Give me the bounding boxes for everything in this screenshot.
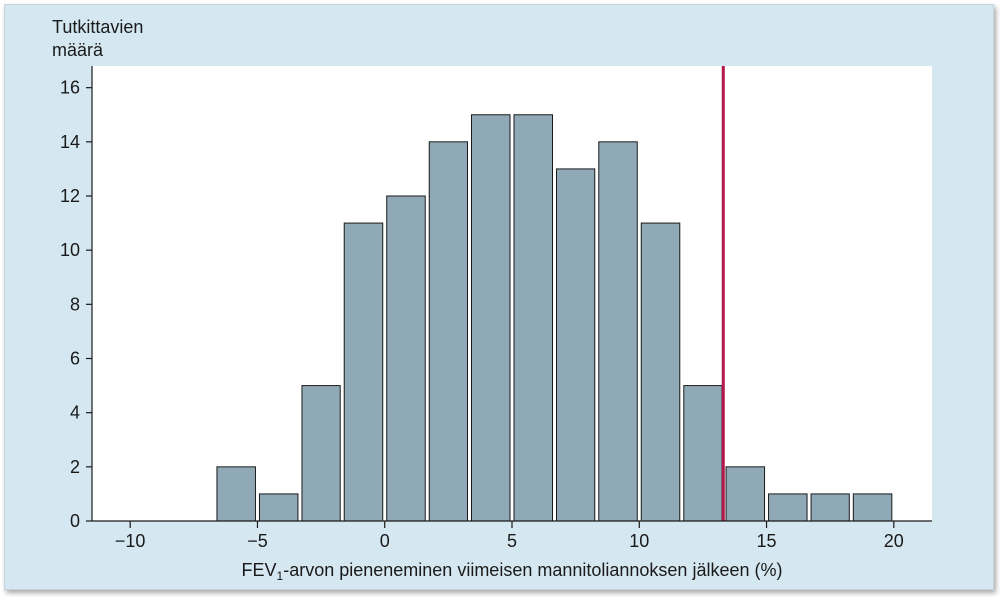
histogram-bar-2: [216, 466, 256, 522]
y-tick-label: 6: [70, 349, 80, 369]
histogram-bar-10: [556, 168, 596, 522]
bars-group: [216, 114, 893, 522]
y-tick-label: 8: [70, 294, 80, 314]
y-tick-label: 0: [70, 511, 80, 531]
histogram-bar-9: [513, 114, 554, 522]
x-axis-label-part-1: FEV: [242, 560, 277, 580]
y-tick-label: 4: [70, 403, 80, 423]
y-tick-label: 12: [60, 186, 80, 206]
x-tick-label: 5: [507, 531, 517, 551]
y-tick-label: 2: [70, 457, 80, 477]
histogram-bar-4: [301, 385, 341, 522]
x-tick-label: 20: [884, 531, 904, 551]
histogram-bar-17: [852, 493, 893, 522]
x-tick-label: −10: [115, 531, 146, 551]
histogram-bar-3: [258, 493, 299, 522]
histogram-bar-5: [343, 222, 384, 522]
histogram-bar-16: [810, 493, 850, 522]
x-axis-label-part-2: -arvon pieneneminen viimeisen mannitolia…: [283, 560, 782, 580]
x-tick-label: 10: [629, 531, 649, 551]
y-tick-label: 16: [60, 78, 80, 98]
histogram-bar-14: [725, 466, 766, 522]
y-axis-label-line-1: Tutkittavien: [52, 17, 143, 37]
y-tick-label: 10: [60, 240, 80, 260]
y-axis-label-line-2: määrä: [52, 40, 104, 60]
y-ticks-group: 0 2 4 6 8 10 12 14 16: [60, 78, 92, 531]
plot-area: [92, 66, 932, 521]
x-tick-label: 15: [757, 531, 777, 551]
histogram-bar-7: [428, 141, 468, 522]
x-axis-label: FEV1-arvon pieneneminen viimeisen mannit…: [242, 560, 783, 583]
x-ticks-group: −10 −5 0 5 10 15 20: [115, 521, 904, 551]
x-axis-label-subscript: 1: [277, 569, 284, 583]
histogram-bar-13: [683, 385, 723, 522]
x-tick-label: −5: [247, 531, 268, 551]
histogram-bar-6: [386, 195, 426, 522]
x-tick-label: 0: [380, 531, 390, 551]
histogram-bar-12: [640, 222, 681, 522]
y-tick-label: 14: [60, 132, 80, 152]
histogram-bar-8: [470, 114, 511, 522]
histogram-bar-11: [598, 141, 638, 522]
histogram-bar-15: [768, 493, 808, 522]
